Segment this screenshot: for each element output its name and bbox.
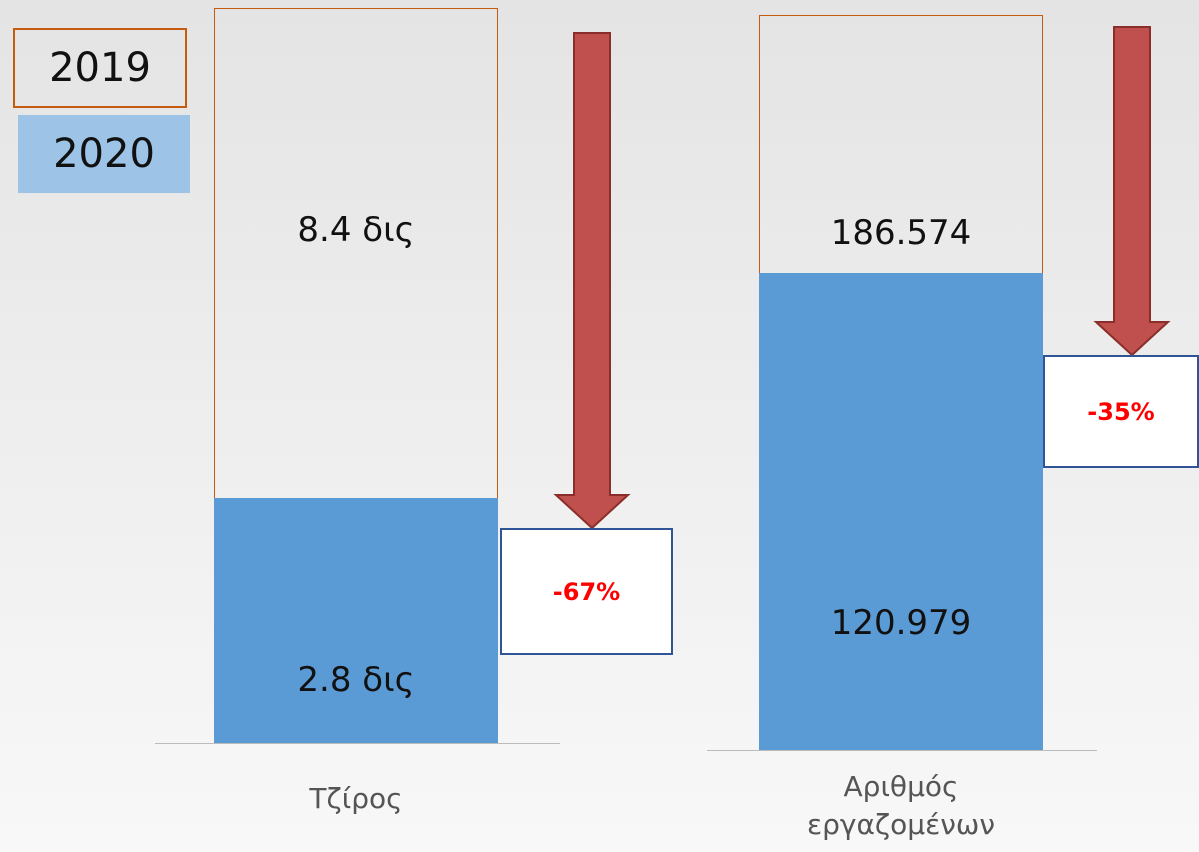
change-label: -67% (500, 528, 673, 655)
legend-entry: 2019 (13, 28, 187, 108)
arrow (553, 32, 631, 530)
baseline (155, 743, 560, 744)
value-label: 8.4 δις (297, 210, 415, 250)
change-label: -35% (1043, 355, 1199, 468)
category-label: Αριθμός εργαζομένων (807, 770, 995, 841)
bar (214, 498, 498, 743)
category-label: Τζίρος (309, 782, 403, 815)
arrow (1093, 26, 1171, 357)
value-label: 120.979 (830, 603, 972, 643)
baseline (707, 750, 1097, 751)
value-label: 2.8 δις (297, 660, 415, 700)
legend-entry: 2020 (18, 115, 190, 193)
value-label: 186.574 (830, 213, 972, 253)
bar (759, 273, 1043, 750)
